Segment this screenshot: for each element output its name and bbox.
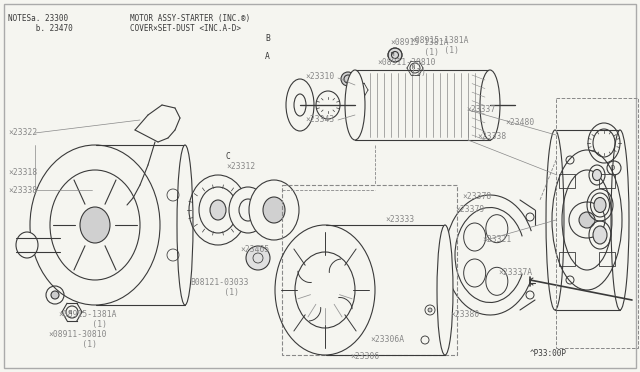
Ellipse shape: [80, 207, 110, 243]
Text: B08121-03033: B08121-03033: [190, 278, 248, 287]
Text: COVER×SET-DUST <INC.A-D>: COVER×SET-DUST <INC.A-D>: [130, 24, 241, 33]
Text: ×23337: ×23337: [466, 105, 495, 114]
Text: NOTESa. 23300: NOTESa. 23300: [8, 14, 68, 23]
Text: ×23465: ×23465: [240, 245, 269, 254]
Text: ×23321: ×23321: [482, 235, 511, 244]
Text: ×23310: ×23310: [305, 72, 334, 81]
Text: b. 23470: b. 23470: [8, 24, 73, 33]
Text: ×23343: ×23343: [305, 115, 334, 124]
Text: ^P33:00P: ^P33:00P: [530, 349, 567, 358]
Text: A: A: [265, 52, 270, 61]
Text: (1): (1): [200, 288, 239, 297]
Text: M: M: [391, 52, 394, 57]
Text: C: C: [226, 152, 231, 161]
Bar: [559, 174, 575, 188]
Circle shape: [579, 212, 595, 228]
Text: N: N: [69, 310, 72, 315]
Ellipse shape: [177, 145, 193, 305]
Ellipse shape: [480, 70, 500, 140]
Circle shape: [51, 291, 59, 299]
Ellipse shape: [345, 70, 365, 140]
Text: ×08915-1381A: ×08915-1381A: [390, 38, 449, 47]
Text: ×23338: ×23338: [477, 132, 506, 141]
Text: ×23338: ×23338: [8, 186, 37, 195]
Text: ×23333: ×23333: [385, 215, 414, 224]
Circle shape: [428, 308, 432, 312]
Text: MOTOR ASSY-STARTER (INC.®): MOTOR ASSY-STARTER (INC.®): [130, 14, 250, 23]
Ellipse shape: [249, 180, 299, 240]
Text: (1): (1): [58, 340, 97, 349]
Text: (1): (1): [387, 68, 426, 77]
Text: ×23337A: ×23337A: [498, 268, 532, 277]
Ellipse shape: [16, 232, 38, 258]
Text: B: B: [265, 34, 270, 43]
Text: (1): (1): [420, 46, 459, 55]
Text: ×23322: ×23322: [8, 128, 37, 137]
Ellipse shape: [388, 48, 402, 62]
Bar: [599, 174, 615, 188]
Text: N: N: [412, 65, 415, 70]
Ellipse shape: [263, 197, 285, 223]
Text: (1): (1): [400, 48, 439, 57]
Ellipse shape: [341, 72, 355, 86]
Bar: [559, 252, 575, 266]
Text: ×23312: ×23312: [226, 162, 255, 171]
Text: ×23480: ×23480: [505, 118, 534, 127]
Text: ×08915-1381A: ×08915-1381A: [410, 36, 468, 45]
Ellipse shape: [210, 200, 226, 220]
Text: ×23379: ×23379: [455, 205, 484, 214]
Ellipse shape: [546, 130, 564, 310]
Text: ×08911-30810: ×08911-30810: [48, 330, 106, 339]
Text: ×08915-1381A: ×08915-1381A: [58, 310, 116, 319]
Bar: [282, 185, 457, 355]
Text: ×23306A: ×23306A: [370, 335, 404, 344]
Bar: [599, 252, 615, 266]
Text: (1): (1): [68, 320, 107, 329]
Ellipse shape: [229, 187, 267, 233]
Text: ×23318: ×23318: [8, 168, 37, 177]
Ellipse shape: [611, 130, 629, 310]
Circle shape: [246, 246, 270, 270]
Ellipse shape: [593, 226, 607, 244]
Ellipse shape: [437, 225, 453, 355]
Text: ×23378: ×23378: [462, 192, 492, 201]
Text: ×08911-30810: ×08911-30810: [377, 58, 435, 67]
Text: ×23380: ×23380: [450, 310, 479, 319]
Text: ×23306: ×23306: [350, 352, 380, 361]
Ellipse shape: [594, 198, 606, 212]
Bar: [556, 98, 638, 348]
Ellipse shape: [286, 79, 314, 131]
Bar: [355, 70, 490, 140]
Ellipse shape: [593, 170, 602, 180]
Text: D: D: [611, 165, 615, 171]
